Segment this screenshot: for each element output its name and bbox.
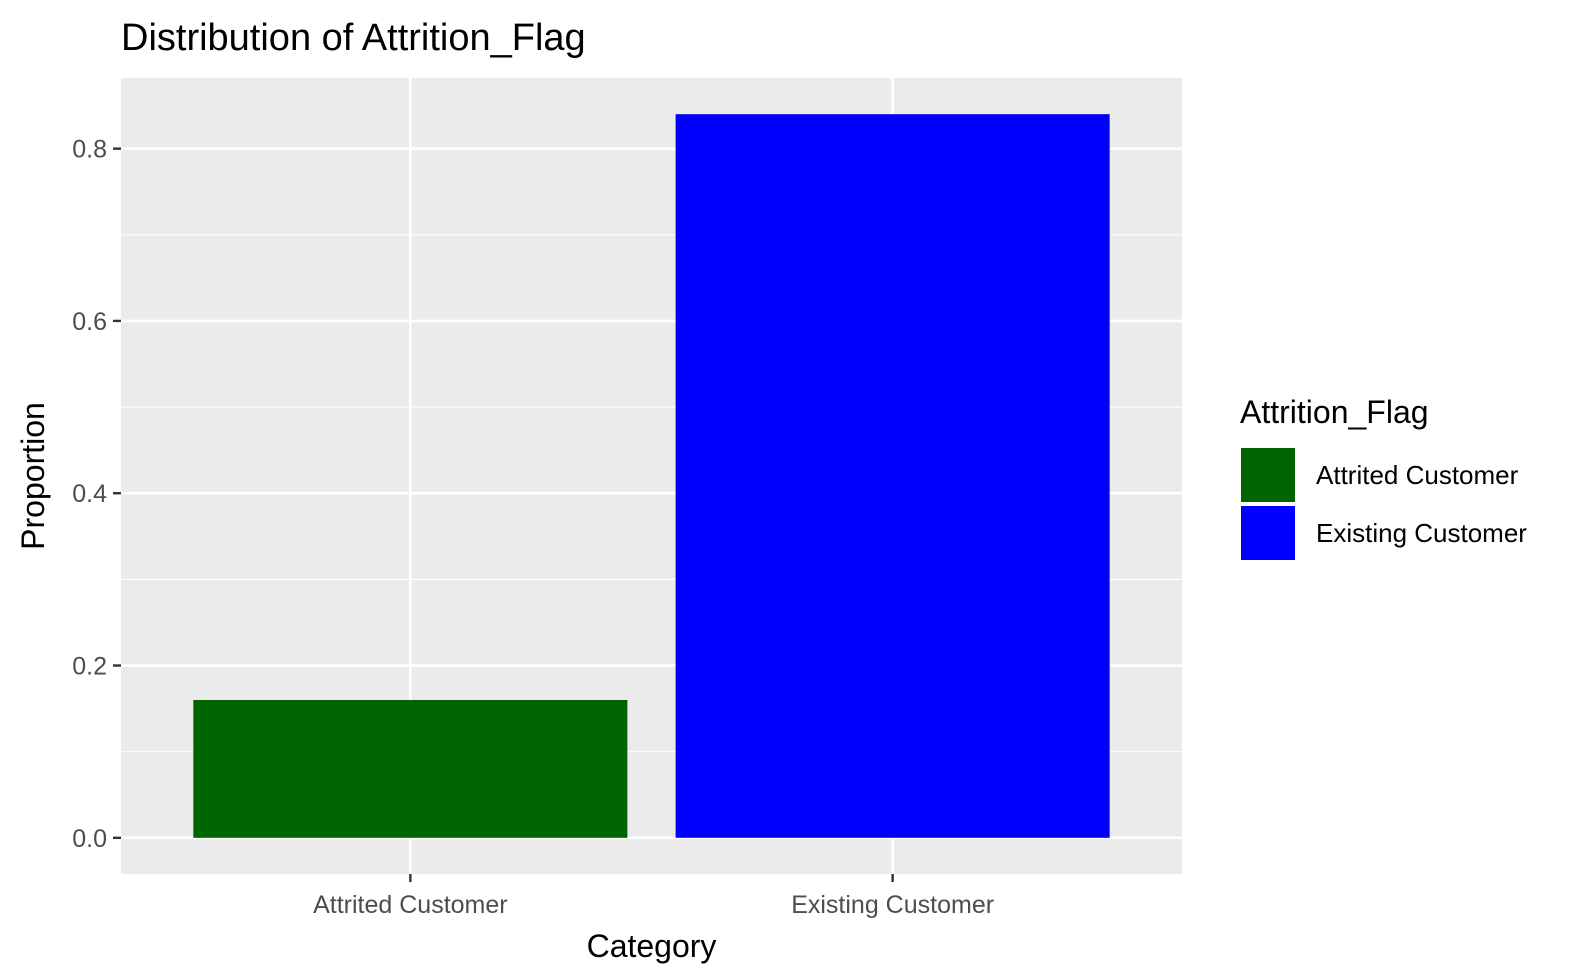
legend-key [1239,446,1297,504]
legend-label: Attrited Customer [1316,460,1519,490]
x-tick-label: Existing Customer [791,891,994,919]
y-axis: 0.0 0.2 0.4 0.6 0.8 [72,136,121,853]
legend-label: Existing Customer [1316,518,1527,548]
y-tick-label: 0.6 [72,308,107,336]
y-tick-label: 0.0 [72,825,107,853]
y-tick-label: 0.2 [72,653,107,681]
legend: Attrition_Flag Attrited Customer Existing… [1239,394,1527,562]
bar-attrited-customer [193,699,628,838]
legend-items: Attrited Customer Existing Customer [1239,446,1527,562]
y-axis-title: Proportion [15,402,51,550]
legend-key [1239,504,1297,562]
x-tick-label: Attrited Customer [313,891,508,919]
bar-existing-customer [675,114,1110,838]
y-tick-label: 0.4 [72,480,107,508]
legend-title: Attrition_Flag [1240,394,1429,430]
y-tick-label: 0.8 [72,136,107,164]
chart-title: Distribution of Attrition_Flag [121,17,586,59]
x-axis-title: Category [587,928,717,964]
bars [193,114,1110,838]
x-axis: Attrited Customer Existing Customer [313,874,994,919]
